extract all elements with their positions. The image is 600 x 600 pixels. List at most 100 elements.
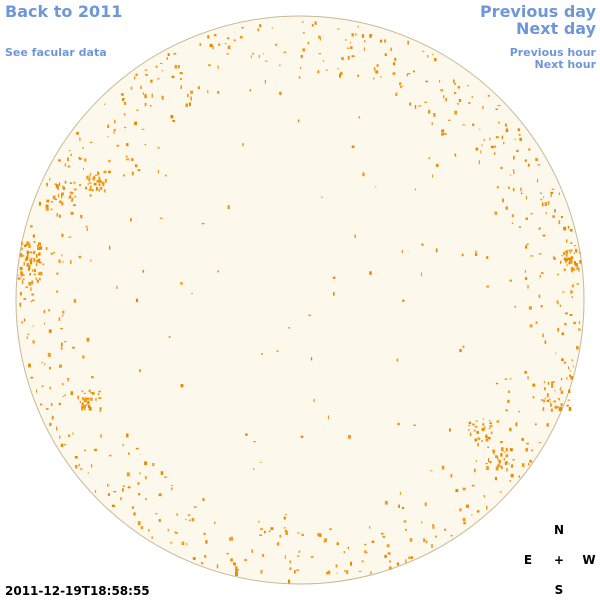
facula: [101, 182, 105, 185]
next-hour-link[interactable]: Next hour: [535, 58, 597, 71]
previous-hour-link[interactable]: Previous hour: [510, 46, 597, 59]
facula: [554, 389, 556, 392]
facula: [471, 484, 475, 487]
facula: [58, 159, 61, 162]
facula: [475, 147, 479, 151]
facula: [509, 427, 512, 432]
facula: [369, 271, 372, 275]
facula: [557, 406, 559, 409]
facula: [151, 93, 153, 98]
facula: [134, 121, 137, 126]
facula: [44, 363, 46, 366]
facula: [398, 504, 400, 508]
facula: [428, 109, 431, 114]
back-link[interactable]: Back to 2011: [5, 2, 122, 21]
facula: [130, 218, 132, 222]
facula: [571, 269, 573, 273]
facula: [405, 528, 407, 531]
facula: [361, 34, 365, 38]
previous-day-link[interactable]: Previous day: [480, 2, 597, 21]
facula: [494, 211, 498, 215]
facula: [568, 406, 572, 411]
facula: [83, 404, 86, 409]
facula: [363, 47, 365, 51]
facula: [47, 352, 51, 357]
facula: [94, 448, 97, 452]
facula: [166, 57, 168, 60]
facula: [300, 55, 303, 58]
facula: [53, 252, 56, 254]
facula: [252, 52, 255, 55]
facula: [570, 256, 574, 260]
facula: [227, 205, 230, 209]
facula: [476, 510, 480, 513]
facula: [529, 324, 533, 328]
facula: [337, 67, 339, 70]
facula: [38, 242, 41, 245]
facula: [357, 25, 359, 28]
facular-link[interactable]: See facular data: [5, 46, 107, 59]
facula: [355, 33, 357, 36]
facula: [83, 392, 86, 394]
facula: [202, 498, 205, 501]
facula: [401, 250, 403, 253]
facula: [245, 433, 248, 436]
facula: [308, 314, 311, 317]
facula: [313, 398, 315, 402]
facula: [513, 171, 515, 174]
facula: [164, 174, 167, 177]
facula: [139, 369, 141, 373]
facula: [384, 53, 387, 56]
facula: [453, 92, 457, 94]
facula: [148, 529, 150, 532]
facula: [564, 323, 567, 326]
facula: [67, 378, 69, 382]
facula: [500, 454, 503, 457]
facula: [50, 403, 53, 407]
facula: [26, 264, 28, 267]
facula: [217, 91, 220, 94]
facula: [432, 53, 434, 56]
facula: [314, 21, 317, 25]
facula: [473, 429, 476, 432]
facula: [424, 502, 427, 507]
facula: [49, 386, 51, 390]
facula: [50, 252, 53, 255]
facula: [554, 405, 558, 409]
facula: [535, 157, 538, 162]
facula: [260, 569, 263, 574]
facula: [84, 401, 86, 403]
facula: [68, 434, 71, 437]
next-day-link[interactable]: Next day: [516, 19, 597, 38]
facula: [271, 27, 273, 29]
facula: [81, 405, 83, 408]
facula: [484, 426, 486, 430]
facula: [190, 90, 193, 94]
facula: [448, 119, 451, 121]
facula: [257, 28, 260, 32]
facula: [21, 280, 24, 285]
facula: [524, 159, 527, 162]
facula: [364, 543, 367, 546]
facula: [197, 86, 200, 90]
facula: [559, 406, 563, 411]
facula: [51, 415, 54, 420]
facula: [520, 187, 522, 192]
facula: [27, 267, 30, 271]
facula: [98, 183, 101, 187]
facula: [509, 480, 512, 482]
facula: [100, 186, 103, 190]
facula: [17, 274, 19, 277]
facula: [62, 383, 64, 386]
facula: [79, 158, 82, 160]
facula: [138, 492, 141, 496]
facula: [76, 132, 79, 135]
facula: [576, 264, 579, 267]
facula: [326, 572, 328, 575]
facula: [574, 261, 576, 264]
facula: [509, 174, 511, 176]
facula: [61, 201, 64, 206]
facula: [538, 253, 542, 255]
facula: [434, 58, 437, 62]
